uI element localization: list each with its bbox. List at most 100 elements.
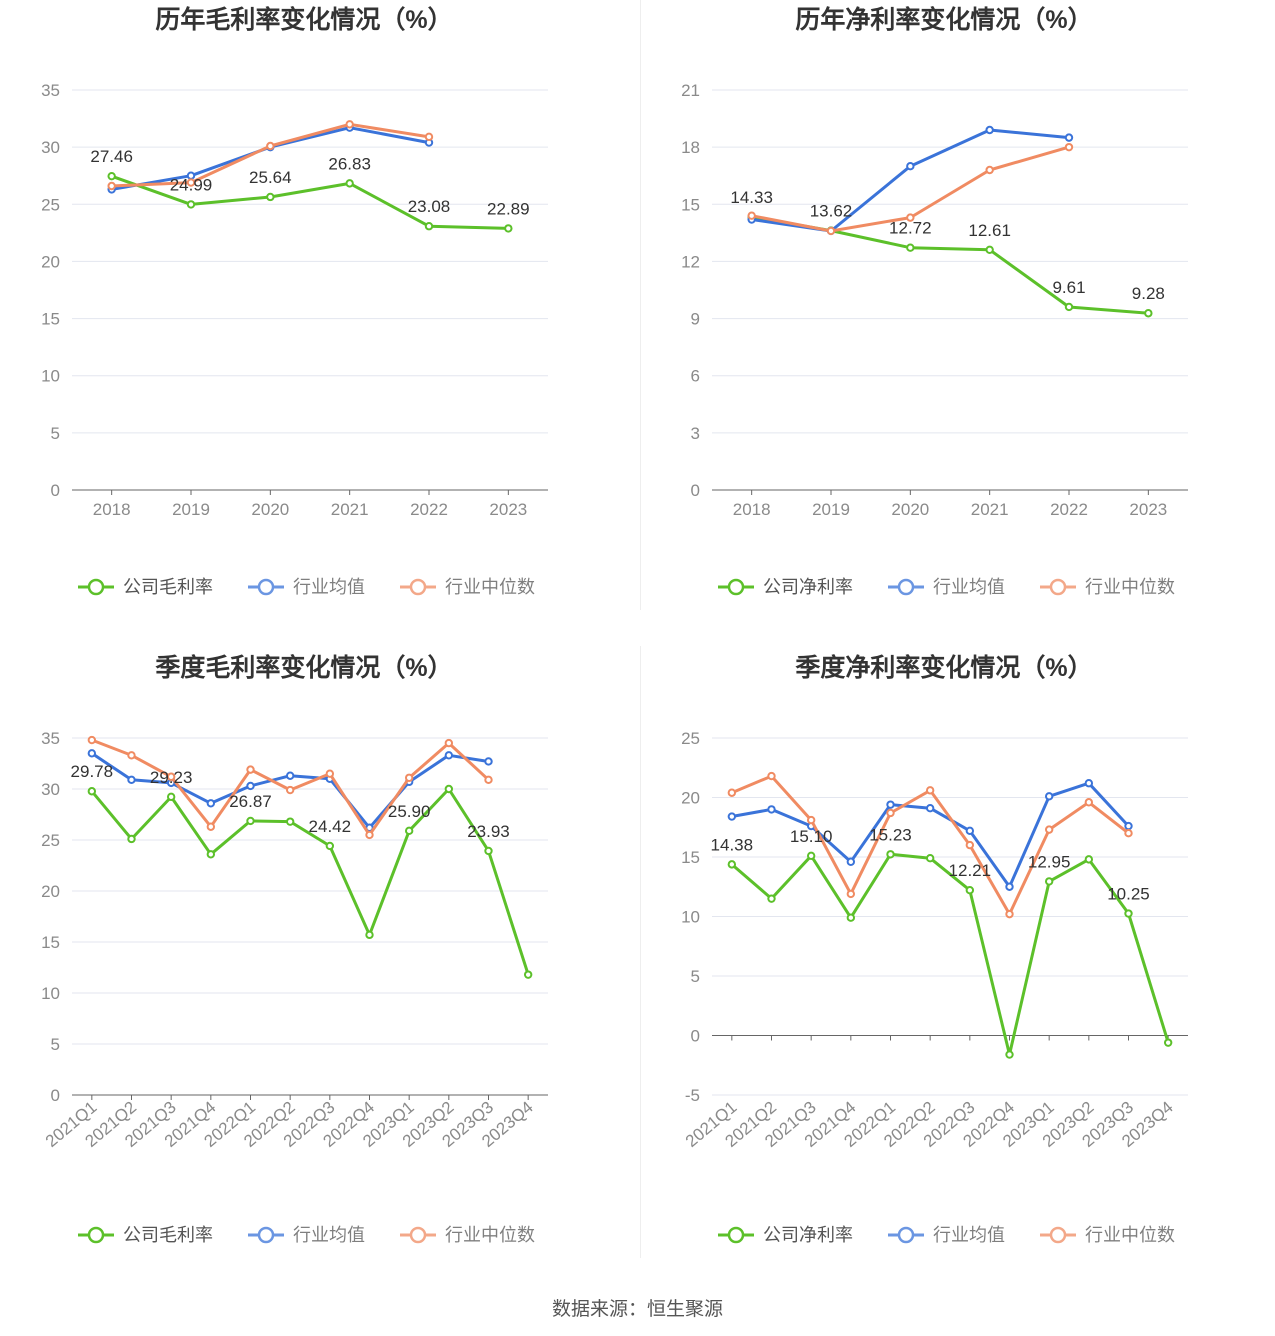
data-point-median[interactable] xyxy=(444,738,454,748)
data-point-company[interactable] xyxy=(1064,302,1074,312)
legend-item-median[interactable]: 行业中位数 xyxy=(1040,1225,1175,1245)
data-point-median[interactable] xyxy=(1005,909,1014,919)
data-point-company[interactable] xyxy=(1144,309,1153,318)
data-point-company[interactable] xyxy=(806,851,816,861)
data-point-median[interactable] xyxy=(925,786,935,795)
data-point-company[interactable] xyxy=(484,846,493,856)
legend-item-company[interactable]: 公司毛利率 xyxy=(78,1225,213,1245)
data-point-median[interactable] xyxy=(285,785,295,795)
data-point-median[interactable] xyxy=(846,889,856,899)
data-point-median[interactable] xyxy=(906,213,915,222)
data-point-company[interactable] xyxy=(325,841,335,851)
data-point-median[interactable] xyxy=(365,830,374,840)
data-point-company[interactable] xyxy=(965,886,975,895)
data-point-avg[interactable] xyxy=(206,799,216,808)
data-point-avg[interactable] xyxy=(965,826,975,836)
data-point-company[interactable] xyxy=(107,171,116,181)
legend-item-median[interactable]: 行业中位数 xyxy=(400,1225,535,1245)
legend-item-company[interactable]: 公司净利率 xyxy=(718,1225,853,1245)
data-point-median[interactable] xyxy=(1084,798,1094,807)
data-point-avg[interactable] xyxy=(1044,792,1054,801)
data-point-avg[interactable] xyxy=(246,781,255,791)
data-point-company[interactable] xyxy=(1084,855,1094,864)
legend-label: 行业中位数 xyxy=(445,577,535,597)
data-point-median[interactable] xyxy=(325,769,335,778)
data-point-company[interactable] xyxy=(87,787,97,796)
data-point-avg[interactable] xyxy=(127,775,136,785)
data-point-company[interactable] xyxy=(186,200,196,209)
legend-item-company[interactable]: 公司净利率 xyxy=(718,577,853,597)
data-point-company[interactable] xyxy=(285,817,295,826)
data-point-median[interactable] xyxy=(107,181,116,191)
data-point-median[interactable] xyxy=(965,840,975,850)
legend-item-median[interactable]: 行业中位数 xyxy=(1040,577,1175,597)
data-point-median[interactable] xyxy=(424,132,434,142)
data-point-median[interactable] xyxy=(767,771,776,781)
data-point-avg[interactable] xyxy=(985,125,994,135)
data-point-median[interactable] xyxy=(727,788,737,797)
data-point-median[interactable] xyxy=(345,120,354,129)
data-point-median[interactable] xyxy=(747,211,756,220)
data-point-company[interactable] xyxy=(345,179,354,188)
data-point-median[interactable] xyxy=(826,226,836,236)
data-point-avg[interactable] xyxy=(87,749,97,758)
data-point-median[interactable] xyxy=(1064,142,1074,152)
legend-item-avg[interactable]: 行业均值 xyxy=(888,1225,1005,1245)
data-point-company[interactable] xyxy=(906,243,915,252)
data-point-median[interactable] xyxy=(806,815,816,825)
data-point-avg[interactable] xyxy=(727,812,737,821)
data-point-company[interactable] xyxy=(127,834,136,844)
data-point-avg[interactable] xyxy=(925,804,935,813)
data-point-median[interactable] xyxy=(1124,829,1133,838)
data-point-company[interactable] xyxy=(925,853,935,863)
data-point-company[interactable] xyxy=(424,222,434,231)
data-point-avg[interactable] xyxy=(1064,133,1074,142)
data-point-avg[interactable] xyxy=(1084,779,1094,788)
data-point-avg[interactable] xyxy=(444,751,454,760)
data-point-median[interactable] xyxy=(886,808,895,818)
legend-item-company[interactable]: 公司毛利率 xyxy=(78,577,213,597)
data-point-avg[interactable] xyxy=(886,800,895,809)
data-point-median[interactable] xyxy=(186,178,196,187)
data-point-company[interactable] xyxy=(523,970,533,979)
data-point-company[interactable] xyxy=(1163,1038,1173,1047)
data-point-avg[interactable] xyxy=(1005,882,1014,891)
data-point-company[interactable] xyxy=(266,192,275,202)
y-tick-label: 9 xyxy=(691,310,700,329)
data-point-company[interactable] xyxy=(166,792,176,802)
data-point-median[interactable] xyxy=(266,141,275,151)
data-point-company[interactable] xyxy=(727,860,737,869)
data-point-median[interactable] xyxy=(1044,825,1054,834)
data-point-median[interactable] xyxy=(404,773,414,782)
data-point-median[interactable] xyxy=(206,822,216,831)
data-point-company[interactable] xyxy=(365,930,374,940)
data-point-median[interactable] xyxy=(127,751,136,760)
data-point-company[interactable] xyxy=(846,913,856,922)
data-point-median[interactable] xyxy=(87,735,97,745)
data-point-company[interactable] xyxy=(1005,1050,1014,1059)
data-point-company[interactable] xyxy=(985,245,994,255)
legend-item-avg[interactable]: 行业均值 xyxy=(888,577,1005,597)
data-point-company[interactable] xyxy=(504,224,513,233)
data-point-company[interactable] xyxy=(1044,877,1054,886)
data-point-median[interactable] xyxy=(985,165,994,175)
data-point-company[interactable] xyxy=(886,850,895,859)
data-point-median[interactable] xyxy=(166,772,176,781)
data-point-avg[interactable] xyxy=(285,771,295,780)
data-point-company[interactable] xyxy=(404,826,414,836)
data-point-avg[interactable] xyxy=(484,757,493,766)
data-point-avg[interactable] xyxy=(1124,821,1133,831)
legend-item-avg[interactable]: 行业均值 xyxy=(248,577,365,597)
legend-item-avg[interactable]: 行业均值 xyxy=(248,1225,365,1245)
data-point-company[interactable] xyxy=(1124,909,1133,918)
data-point-company[interactable] xyxy=(246,816,255,826)
data-point-company[interactable] xyxy=(206,850,216,859)
data-point-avg[interactable] xyxy=(906,161,915,171)
data-point-avg[interactable] xyxy=(767,805,776,814)
data-point-avg[interactable] xyxy=(846,857,856,866)
data-point-company[interactable] xyxy=(444,784,454,794)
data-point-company[interactable] xyxy=(767,894,776,903)
legend-item-median[interactable]: 行业中位数 xyxy=(400,577,535,597)
data-point-median[interactable] xyxy=(246,765,255,774)
data-point-median[interactable] xyxy=(484,775,493,785)
